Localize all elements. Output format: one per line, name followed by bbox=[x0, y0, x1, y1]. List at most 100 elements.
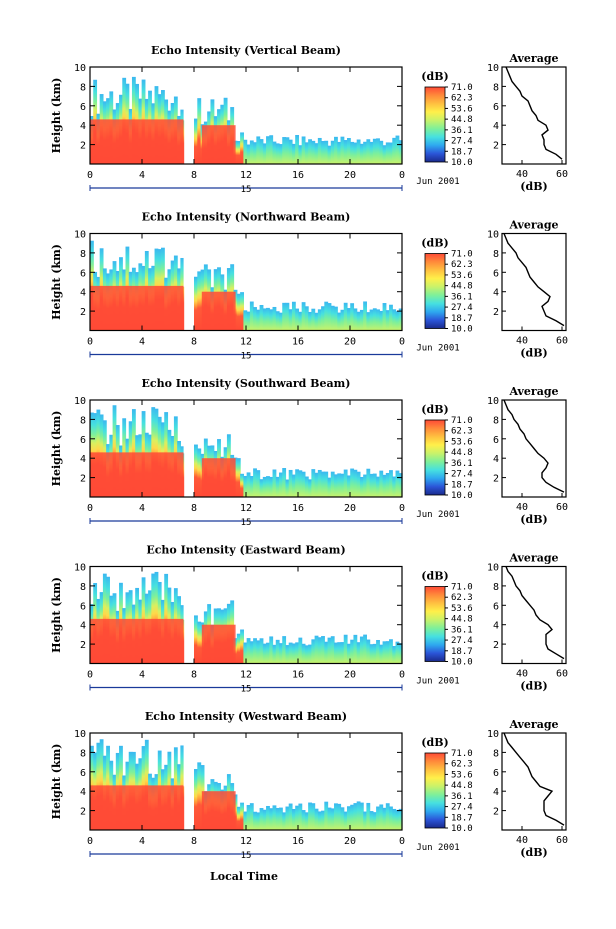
average-y-tick-label: 8 bbox=[493, 415, 499, 426]
heatmap-cell bbox=[398, 473, 403, 497]
heatmap-cell bbox=[256, 812, 261, 830]
average-y-tick-label: 6 bbox=[493, 268, 499, 279]
y-tick-label: 2 bbox=[80, 474, 86, 485]
y-axis-label: Height (km) bbox=[50, 244, 63, 320]
colorbar bbox=[424, 419, 446, 496]
echo-gap bbox=[183, 733, 194, 787]
date-label: Jun 2001 bbox=[416, 344, 459, 354]
average-y-tick-label: 4 bbox=[493, 288, 499, 299]
heatmap-cell bbox=[102, 573, 107, 664]
average-x-tick-label: 40 bbox=[516, 835, 528, 846]
average-frame bbox=[501, 66, 567, 165]
average-title: Average bbox=[508, 52, 558, 65]
x-tick-label: 8 bbox=[191, 503, 197, 514]
heatmap-cell bbox=[385, 803, 390, 830]
heatmap-cell bbox=[194, 769, 198, 830]
heatmap-cell bbox=[197, 271, 202, 331]
colorbar-tick-label: 44.8 bbox=[451, 282, 473, 292]
heatmap-cell bbox=[112, 405, 117, 497]
heatmap-cell bbox=[304, 476, 309, 497]
heatmap-cell bbox=[327, 303, 332, 331]
x-tick-label: 8 bbox=[191, 170, 197, 181]
colorbar bbox=[424, 586, 446, 662]
heatmap-cell bbox=[334, 136, 338, 164]
heatmap-cell bbox=[337, 642, 342, 664]
x-tick-label: 4 bbox=[139, 170, 145, 181]
date-label: Jun 2001 bbox=[416, 177, 459, 187]
colorbar-tick-label: 44.8 bbox=[451, 781, 473, 791]
average-frame bbox=[501, 399, 567, 498]
heatmap-cell bbox=[356, 139, 361, 164]
x-tick-label: 16 bbox=[292, 503, 304, 514]
colorbar bbox=[424, 752, 446, 829]
x-tick-label: 8 bbox=[191, 337, 197, 348]
heatmap-cell bbox=[330, 636, 335, 664]
average-profile-line bbox=[505, 66, 563, 160]
heatmap-cell bbox=[321, 810, 325, 830]
colorbar-tick-label: 10.0 bbox=[451, 824, 473, 834]
heatmap-cell bbox=[311, 639, 316, 664]
heatmap-cell bbox=[385, 472, 390, 497]
colorbar-tick-label: 53.6 bbox=[451, 604, 473, 614]
heatmap-cell bbox=[392, 476, 397, 497]
panel-title: Echo Intensity (Eastward Beam) bbox=[146, 544, 345, 557]
heatmap-cell bbox=[262, 809, 267, 830]
x-tick-label: 4 bbox=[139, 337, 145, 348]
heatmap-cell bbox=[243, 811, 248, 830]
heatmap-cell bbox=[343, 302, 348, 331]
average-y-tick-label: 10 bbox=[487, 63, 499, 74]
heatmap-cell bbox=[282, 137, 287, 164]
x-tick-label: 0 bbox=[87, 170, 93, 181]
heatmap-cell bbox=[253, 638, 257, 664]
heatmap-cell bbox=[236, 806, 241, 830]
heatmap-cell bbox=[314, 808, 319, 830]
heatmap-cell bbox=[279, 472, 283, 497]
colorbar-tick-label: 53.6 bbox=[451, 271, 473, 281]
heatmap-cell bbox=[334, 474, 338, 497]
colorbar-tick-label: 62.3 bbox=[451, 94, 473, 104]
heatmap-cell bbox=[253, 468, 257, 497]
average-x-label: (dB) bbox=[520, 680, 547, 693]
heatmap-cell bbox=[395, 311, 400, 331]
heatmap-cell bbox=[236, 141, 241, 164]
heatmap-cell bbox=[353, 634, 358, 664]
heatmap-cell bbox=[395, 641, 400, 664]
heatmap-cell bbox=[327, 477, 332, 497]
heatmap-cell bbox=[317, 637, 322, 664]
echo-core bbox=[201, 624, 236, 664]
heatmap-cell bbox=[359, 309, 364, 331]
heatmap-cell bbox=[353, 308, 358, 331]
heatmap-cell bbox=[298, 145, 303, 164]
heatmap-cell bbox=[346, 475, 351, 497]
y-tick-label: 6 bbox=[80, 768, 86, 779]
heatmap-cell bbox=[253, 142, 257, 164]
heatmap-cell bbox=[304, 812, 309, 830]
colorbar-tick-label: 18.7 bbox=[451, 480, 473, 490]
colorbar-tick-label: 71.0 bbox=[451, 583, 473, 593]
average-x-label: (dB) bbox=[520, 347, 547, 360]
day-label: 15 bbox=[241, 352, 252, 362]
heatmap-cell bbox=[308, 479, 312, 497]
average-title: Average bbox=[508, 718, 558, 731]
x-tick-label: 12 bbox=[240, 670, 252, 681]
x-tick-label: 12 bbox=[240, 337, 252, 348]
average-profile-line bbox=[503, 399, 565, 493]
heatmap-cell bbox=[272, 141, 277, 164]
heatmap-cell bbox=[340, 642, 345, 664]
y-tick-label: 6 bbox=[80, 435, 86, 446]
heatmap-cell bbox=[330, 808, 335, 830]
heatmap-cell bbox=[353, 469, 358, 497]
heatmap-cell bbox=[395, 135, 400, 164]
heatmap-cell bbox=[376, 806, 380, 830]
y-tick-label: 2 bbox=[80, 640, 86, 651]
y-tick-label: 4 bbox=[80, 787, 86, 798]
heatmap-cell bbox=[363, 301, 367, 331]
heatmap-cell bbox=[372, 308, 377, 331]
y-axis-label: Height (km) bbox=[50, 411, 63, 487]
x-tick-label: 20 bbox=[344, 836, 356, 847]
heatmap-cell bbox=[327, 145, 332, 164]
heatmap-cell bbox=[151, 407, 156, 497]
heatmap-cell bbox=[266, 805, 270, 830]
heatmap-cell bbox=[334, 306, 338, 331]
date-label: Jun 2001 bbox=[416, 843, 459, 853]
